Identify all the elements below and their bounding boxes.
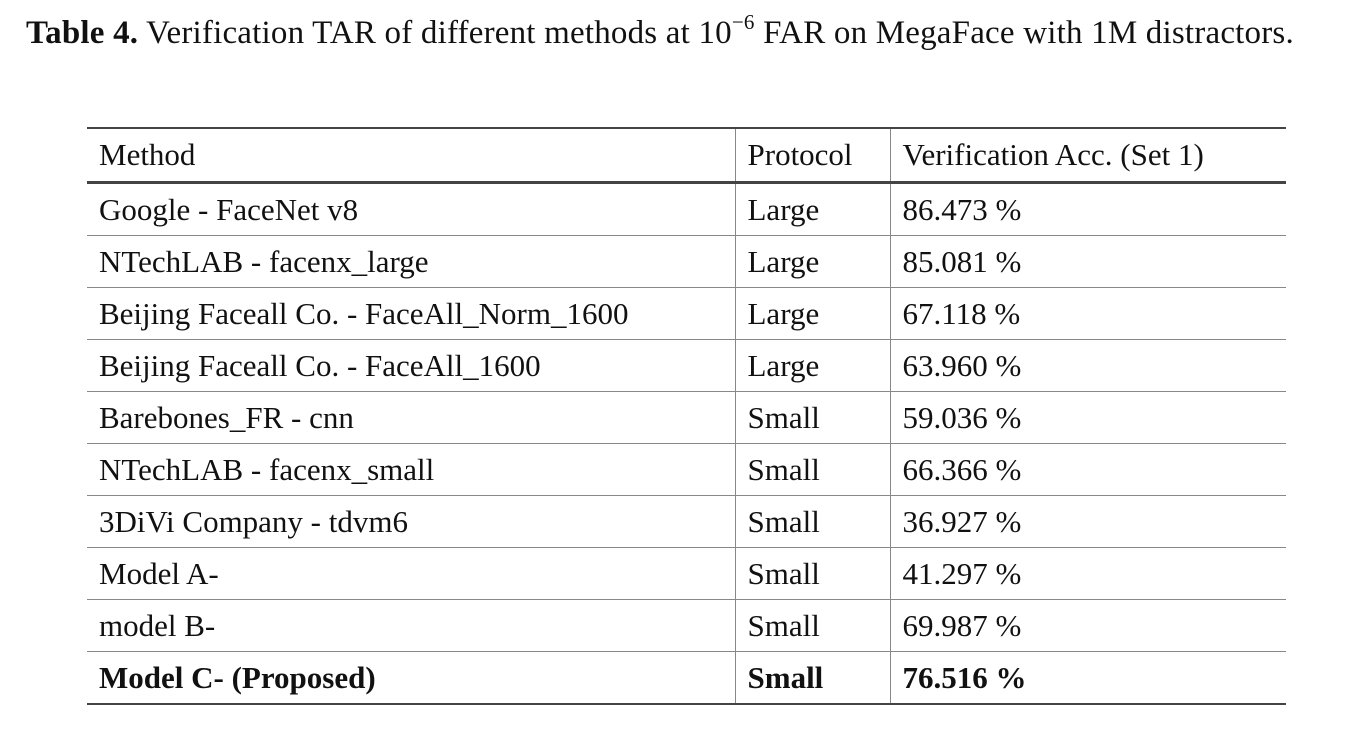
cell-accuracy: 36.927 % <box>889 495 1286 548</box>
header-row: Method Protocol Verification Acc. (Set 1… <box>87 127 1286 184</box>
cell-method: Model A- <box>87 547 735 600</box>
cell-method: Beijing Faceall Co. - FaceAll_1600 <box>87 339 735 392</box>
cell-accuracy: 59.036 % <box>889 391 1286 444</box>
cell-accuracy: 85.081 % <box>889 235 1286 288</box>
header-protocol: Protocol <box>734 127 890 184</box>
cell-protocol: Large <box>734 339 890 392</box>
header-accuracy: Verification Acc. (Set 1) <box>889 127 1286 184</box>
table-row: model B- Small 69.987 % <box>87 599 1286 652</box>
cell-protocol: Large <box>734 182 890 236</box>
table-row-proposed: Model C- (Proposed) Small 76.516 % <box>87 651 1286 705</box>
caption-exponent: −6 <box>731 10 755 34</box>
cell-accuracy: 41.297 % <box>889 547 1286 600</box>
header-method: Method <box>87 127 735 184</box>
table-row: 3DiVi Company - tdvm6 Small 36.927 % <box>87 495 1286 548</box>
cell-method: Barebones_FR - cnn <box>87 391 735 444</box>
cell-accuracy: 63.960 % <box>889 339 1286 392</box>
cell-method: NTechLAB - facenx_large <box>87 235 735 288</box>
cell-protocol: Small <box>734 547 890 600</box>
caption-text-part1: Verification TAR of different methods at… <box>138 15 732 51</box>
table-row: NTechLAB - facenx_large Large 85.081 % <box>87 235 1286 288</box>
cell-protocol: Small <box>734 651 890 705</box>
cell-method: Beijing Faceall Co. - FaceAll_Norm_1600 <box>87 287 735 340</box>
table-row: Beijing Faceall Co. - FaceAll_1600 Large… <box>87 339 1286 392</box>
table-row: Model A- Small 41.297 % <box>87 547 1286 600</box>
cell-method: 3DiVi Company - tdvm6 <box>87 495 735 548</box>
cell-accuracy: 66.366 % <box>889 443 1286 496</box>
cell-method: Model C- (Proposed) <box>87 651 735 705</box>
cell-method: NTechLAB - facenx_small <box>87 443 735 496</box>
cell-protocol: Small <box>734 495 890 548</box>
cell-method: Google - FaceNet v8 <box>87 182 735 236</box>
caption-text-part2: FAR on MegaFace with 1M distractors. <box>754 15 1294 51</box>
cell-protocol: Small <box>734 391 890 444</box>
table-caption: Table 4. Verification TAR of different m… <box>26 12 1356 54</box>
cell-accuracy: 69.987 % <box>889 599 1286 652</box>
caption-label: Table 4. <box>26 15 139 51</box>
cell-protocol: Small <box>734 599 890 652</box>
results-table: Method Protocol Verification Acc. (Set 1… <box>87 127 1286 705</box>
cell-accuracy: 86.473 % <box>889 182 1286 236</box>
cell-accuracy: 67.118 % <box>889 287 1286 340</box>
table-row: Beijing Faceall Co. - FaceAll_Norm_1600 … <box>87 287 1286 340</box>
cell-protocol: Large <box>734 287 890 340</box>
cell-protocol: Small <box>734 443 890 496</box>
table-row: Barebones_FR - cnn Small 59.036 % <box>87 391 1286 444</box>
cell-method: model B- <box>87 599 735 652</box>
cell-protocol: Large <box>734 235 890 288</box>
table-row: Google - FaceNet v8 Large 86.473 % <box>87 182 1286 236</box>
cell-accuracy: 76.516 % <box>889 651 1286 705</box>
table-row: NTechLAB - facenx_small Small 66.366 % <box>87 443 1286 496</box>
